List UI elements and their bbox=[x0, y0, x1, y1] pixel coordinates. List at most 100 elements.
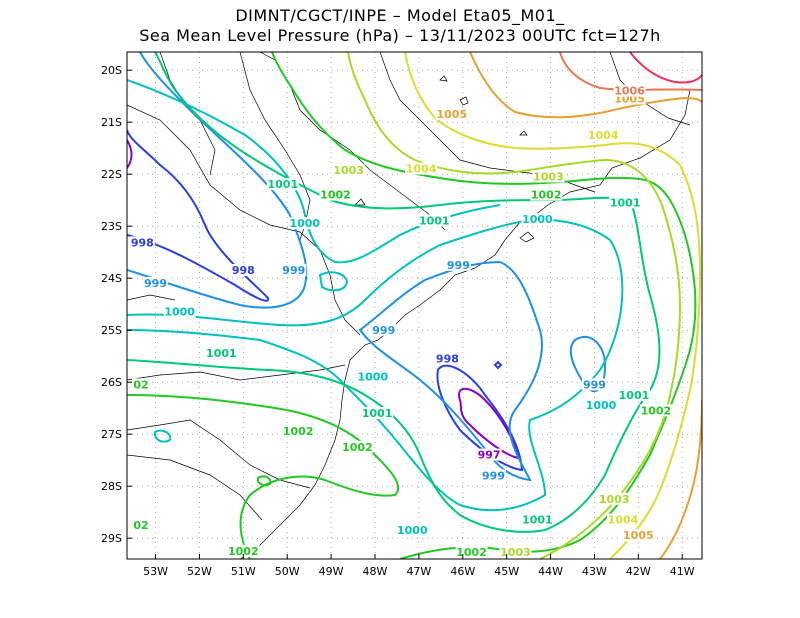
contour-label-text: 999 bbox=[447, 259, 470, 272]
lat-tick-label: 29S bbox=[101, 532, 122, 545]
contour-label-text: 998 bbox=[232, 264, 255, 277]
contour-label-1001: 1001 bbox=[267, 178, 299, 191]
lon-tick-label: 45W bbox=[494, 565, 519, 578]
contour-label-1003: 1003 bbox=[532, 170, 564, 183]
contour-label-text: 998 bbox=[436, 352, 459, 365]
contour-label-text: 997 bbox=[478, 449, 501, 462]
contour-label-998: 998 bbox=[435, 352, 460, 365]
contour-label-text: 1001 bbox=[419, 215, 450, 228]
lon-tick-label: 53W bbox=[143, 565, 168, 578]
lat-tick-label: 22S bbox=[101, 168, 122, 181]
contour-label-text: 02 bbox=[133, 519, 148, 532]
lat-tick-label: 26S bbox=[101, 376, 122, 389]
contour-label-1003: 1003 bbox=[499, 546, 531, 559]
contour-label-1000: 1000 bbox=[164, 306, 196, 319]
contour-label-text: 999 bbox=[583, 378, 606, 391]
contour-label-text: 999 bbox=[282, 264, 305, 277]
contour-label-text: 1000 bbox=[289, 217, 320, 230]
lon-tick-label: 46W bbox=[450, 565, 475, 578]
isobar-998-small bbox=[495, 362, 501, 368]
lon-tick-label: 41W bbox=[670, 565, 695, 578]
contour-label-text: 1003 bbox=[333, 164, 364, 177]
contour-label-1002: 02 bbox=[132, 519, 150, 532]
lat-tick-label: 23S bbox=[101, 220, 122, 233]
contour-label-text: 1002 bbox=[641, 404, 672, 417]
contour-label-998: 998 bbox=[231, 264, 256, 277]
contour-label-text: 1002 bbox=[320, 189, 351, 202]
contour-label-997: 997 bbox=[477, 449, 502, 462]
contour-label-text: 1004 bbox=[588, 129, 619, 142]
contour-label-1001: 1001 bbox=[205, 347, 237, 360]
contour-label-1002: 02 bbox=[132, 378, 150, 391]
lon-tick-label: 48W bbox=[363, 565, 388, 578]
contour-label-1005: 1005 bbox=[436, 108, 468, 121]
lat-tick-label: 24S bbox=[101, 272, 122, 285]
contour-label-1005: 1005 bbox=[622, 529, 654, 542]
contour-label-text: 1002 bbox=[531, 189, 562, 202]
contour-label-1001: 1001 bbox=[521, 514, 553, 527]
state-border-sp-ms bbox=[240, 52, 310, 240]
contour-label-text: 1000 bbox=[164, 306, 195, 319]
contour-label-text: 1003 bbox=[599, 493, 630, 506]
lon-tick-label: 43W bbox=[582, 565, 607, 578]
contour-label-text: 1002 bbox=[283, 425, 314, 438]
contour-label-text: 1005 bbox=[436, 108, 467, 121]
contour-label-999: 999 bbox=[371, 324, 396, 337]
isobar-1002-small bbox=[258, 476, 270, 485]
contour-label-text: 1001 bbox=[610, 196, 641, 209]
state-border-ms-pr bbox=[127, 105, 360, 335]
contour-label-text: 1001 bbox=[268, 178, 299, 191]
contour-label-1001: 1001 bbox=[618, 389, 650, 402]
contour-label-999: 999 bbox=[481, 469, 506, 482]
contour-label-1003: 1003 bbox=[598, 493, 630, 506]
lon-tick-label: 50W bbox=[275, 565, 300, 578]
contour-label-text: 1000 bbox=[357, 371, 388, 384]
contour-label-text: 1006 bbox=[614, 85, 645, 98]
contour-label-999: 999 bbox=[143, 277, 168, 290]
lon-tick-label: 44W bbox=[538, 565, 563, 578]
contour-label-1000: 1000 bbox=[396, 524, 428, 537]
state-border-sp-mg bbox=[260, 52, 445, 230]
contour-label-1000: 1000 bbox=[289, 217, 321, 230]
contour-label-1003: 1003 bbox=[333, 164, 365, 177]
contour-label-1000: 1000 bbox=[521, 213, 553, 226]
lon-tick-label: 49W bbox=[319, 565, 344, 578]
isobar-1007 bbox=[630, 52, 702, 83]
contour-label-1004: 1004 bbox=[405, 163, 437, 176]
contour-labels: 998998999999 99999999999999899710001000 10… bbox=[130, 85, 672, 559]
isobar-1000-small bbox=[155, 272, 347, 441]
contour-label-text: 1001 bbox=[362, 407, 393, 420]
contour-label-998: 998 bbox=[130, 236, 155, 249]
contour-label-text: 998 bbox=[131, 236, 154, 249]
contour-label-text: 1003 bbox=[533, 170, 564, 183]
lon-tick-label: 47W bbox=[406, 565, 431, 578]
lat-tick-label: 28S bbox=[101, 480, 122, 493]
contour-label-text: 02 bbox=[133, 378, 148, 391]
contour-label-1000: 1000 bbox=[357, 371, 389, 384]
isobar-1005 bbox=[470, 52, 702, 559]
lat-tick-label: 27S bbox=[101, 428, 122, 441]
lon-tick-label: 51W bbox=[231, 565, 256, 578]
contour-label-1004: 1004 bbox=[587, 129, 619, 142]
contour-label-text: 1004 bbox=[608, 514, 639, 527]
contour-label-text: 1002 bbox=[456, 546, 487, 559]
contour-label-text: 1000 bbox=[397, 524, 428, 537]
contour-label-text: 1005 bbox=[623, 529, 654, 542]
contour-label-text: 1004 bbox=[406, 163, 437, 176]
contour-label-text: 999 bbox=[482, 469, 505, 482]
contour-label-1001: 1001 bbox=[361, 407, 393, 420]
contour-label-text: 1001 bbox=[206, 347, 237, 360]
lat-tick-label: 20S bbox=[101, 64, 122, 77]
contour-label-text: 999 bbox=[144, 277, 167, 290]
contour-label-text: 1003 bbox=[500, 546, 531, 559]
contour-label-1006: 1006 bbox=[614, 85, 646, 98]
contour-label-text: 1001 bbox=[522, 514, 553, 527]
contour-label-text: 1001 bbox=[619, 389, 650, 402]
contour-label-1002: 1002 bbox=[341, 441, 373, 454]
contour-label-text: 1002 bbox=[342, 441, 373, 454]
lon-tick-label: 42W bbox=[626, 565, 651, 578]
contour-label-text: 1000 bbox=[586, 399, 617, 412]
contour-label-1001: 1001 bbox=[418, 215, 450, 228]
contour-label-999: 999 bbox=[582, 378, 607, 391]
